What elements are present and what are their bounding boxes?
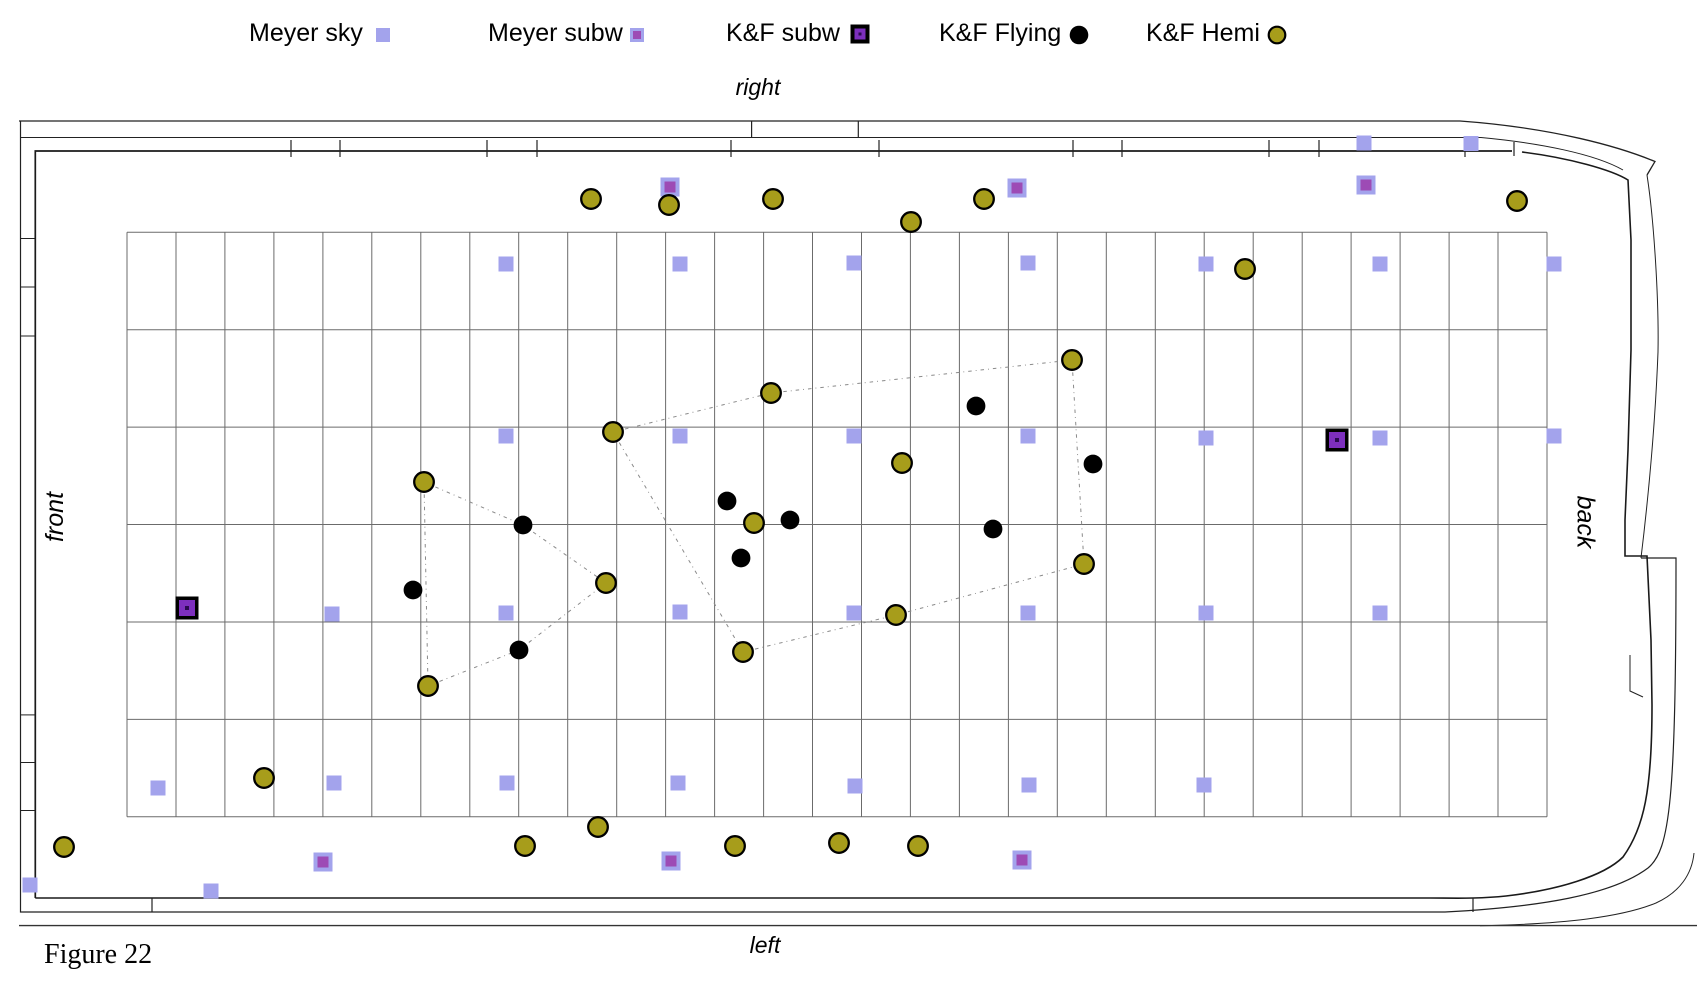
- svg-text:Meyer sky: Meyer sky: [249, 19, 363, 47]
- svg-text:left: left: [750, 932, 782, 958]
- svg-text:right: right: [736, 74, 782, 100]
- svg-text:Figure 22: Figure 22: [44, 939, 152, 970]
- svg-text:K&F subw: K&F subw: [726, 19, 841, 47]
- svg-text:Meyer subw: Meyer subw: [488, 19, 624, 47]
- svg-text:K&F Hemi: K&F Hemi: [1146, 19, 1260, 47]
- svg-text:K&F Flying: K&F Flying: [939, 19, 1061, 47]
- svg-text:back: back: [1572, 496, 1600, 550]
- svg-text:front: front: [41, 491, 69, 542]
